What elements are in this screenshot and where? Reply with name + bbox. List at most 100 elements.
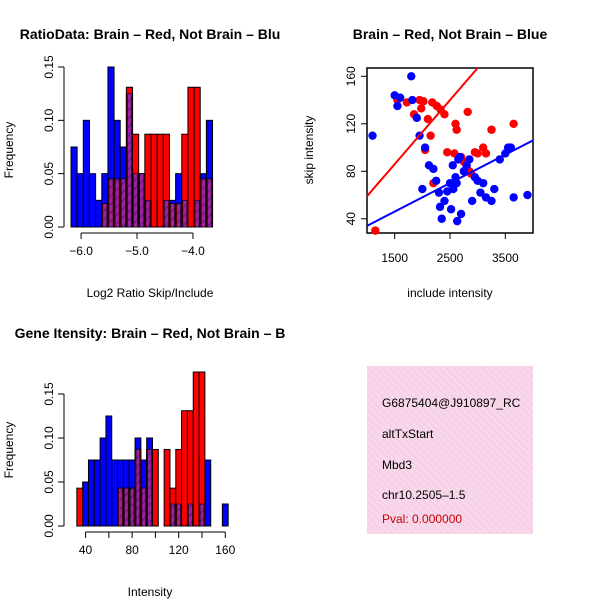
scatter-y-tick-label-1: 80: [344, 164, 358, 178]
intensity-x-tick-label-4: 120: [169, 543, 189, 557]
intensity-bar-brain-19: [181, 410, 188, 527]
ratio-bar-not-brain-4: [95, 199, 103, 228]
intensity-y-tick-label-0: 0.00: [42, 514, 56, 538]
scatter-fit-line-brain: [366, 67, 479, 197]
intensity-bar-overlap-12: [141, 487, 146, 527]
scatter-point-not-brain-38: [490, 184, 499, 194]
scatter-x-tick-label-1: 2500: [437, 251, 464, 265]
intensity-bar-not-brain-26: [221, 503, 229, 527]
ratio-bar-brain-19: [187, 86, 195, 228]
intensity-bars: [76, 371, 229, 527]
intensity-bar-overlap-11: [135, 449, 141, 527]
scatter-point-not-brain-44: [523, 190, 532, 200]
scatter-y-tick-label-3: 160: [344, 66, 358, 86]
scatter-x-tick-label-0: 1500: [381, 251, 408, 265]
scatter-point-not-brain-8: [418, 184, 427, 194]
ratio-axes: −6.0 −5.0 −4.0 0.00 0.05 0.10 0.15: [42, 55, 205, 258]
ratio-bar-not-brain-0: [70, 146, 78, 228]
ratio-y-tick-label-1: 0.05: [42, 162, 56, 186]
ratio-y-tick-label-3: 0.15: [42, 55, 56, 79]
intensity-bar-overlap-17: [170, 503, 176, 527]
scatter-point-not-brain-15: [437, 214, 446, 223]
intensity-x-tick-label-0: 40: [79, 543, 93, 557]
scatter-point-brain-6: [419, 97, 428, 106]
intensity-y-axis-label: Frequency: [2, 422, 16, 479]
intensity-y-tick-label-1: 0.05: [42, 470, 56, 494]
ratio-x-tick-label-1: −5.0: [125, 244, 149, 258]
scatter-point-not-brain-2: [393, 101, 402, 111]
ratio-bar-not-brain-1: [76, 173, 84, 228]
probe-id-text: G6875404@J910897_RC: [382, 396, 521, 410]
scatter-point-brain-0: [371, 226, 380, 235]
intensity-bar-not-brain-7: [111, 459, 119, 527]
ratio-bar-not-brain-2: [82, 119, 90, 228]
intensity-bar-overlap-18: [176, 503, 181, 527]
scatter-x-axis-label: include intensity: [407, 286, 492, 300]
ratio-bar-overlap-18: [182, 200, 188, 228]
scatter-axes: 1500 2500 3500 40 80 120 160: [344, 66, 519, 265]
scatter-y-axis-label: skip intensity: [302, 116, 316, 185]
intensity-bar-overlap-8: [118, 487, 123, 527]
info-panel: G6875404@J910897_RC altTxStart Mbd3 chr1…: [367, 366, 533, 534]
scatter-point-brain-27: [481, 149, 491, 158]
ratio-bar-overlap-9: [127, 93, 132, 228]
ratio-y-tick-label-2: 0.10: [42, 108, 56, 132]
intensity-bar-overlap-20: [188, 503, 193, 527]
intensity-bar-not-brain-3: [87, 459, 95, 527]
intensity-bar-not-brain-23: [204, 459, 212, 527]
intensity-y-tick-label-3: 0.15: [42, 382, 56, 406]
scatter-point-brain-5: [417, 104, 426, 113]
scatter-point-brain-13: [440, 110, 449, 119]
info-box-background: [367, 366, 533, 534]
ratio-bar-overlap-11: [139, 173, 145, 228]
scatter-point-brain-29: [509, 119, 518, 128]
ratio-bar-overlap-20: [194, 200, 200, 228]
intensity-bar-overlap-13: [147, 449, 152, 527]
intensity-bar-not-brain-6: [105, 415, 113, 527]
ratio-bar-overlap-5: [102, 203, 108, 228]
intensity-bar-not-brain-2: [82, 481, 89, 527]
scatter-chart-title: Brain – Red, Not Brain – Blue: [353, 26, 548, 42]
scatter-point-not-brain-30: [465, 155, 474, 164]
intensity-x-axis-label: Intensity: [128, 585, 173, 599]
scatter-point-brain-28: [487, 125, 496, 134]
intensity-bar-overlap-22: [199, 503, 205, 527]
scatter-point-not-brain-24: [452, 216, 462, 226]
ratio-bar-overlap-6: [108, 178, 114, 228]
ratio-x-axis-label: Log2 Ratio Skip/Include: [87, 286, 214, 300]
ratio-bar-overlap-15: [164, 200, 169, 228]
intensity-axes: 40 80 120 160 0.00 0.05 0.10 0.15: [42, 382, 236, 557]
scatter-points: [366, 67, 534, 235]
intensity-bar-brain-21: [192, 371, 200, 527]
scatter-point-not-brain-12: [431, 176, 441, 185]
ratio-bars: [70, 66, 214, 228]
scatter-point-not-brain-14: [435, 202, 445, 212]
scatter-fit-line-not-brain: [366, 139, 534, 227]
intensity-x-tick-label-6: 160: [215, 543, 235, 557]
intensity-bar-overlap-9: [124, 487, 129, 527]
ratio-bar-overlap-10: [133, 173, 138, 228]
scatter-point-not-brain-19: [446, 205, 456, 214]
scatter-point-brain-21: [463, 107, 472, 117]
intensity-chart-title: Gene Itensity: Brain – Red, Not Brain – …: [15, 325, 286, 341]
intensity-bar-not-brain-4: [93, 459, 101, 527]
scatter-point-not-brain-20: [448, 161, 457, 170]
scatter-point-brain-17: [452, 125, 461, 134]
scatter-point-brain-9: [426, 131, 435, 140]
scatter-point-not-brain-37: [487, 196, 496, 206]
intensity-bar-not-brain-5: [99, 437, 107, 527]
scatter-point-not-brain-11: [429, 164, 438, 174]
ratio-bar-overlap-12: [145, 200, 151, 228]
ratio-bar-overlap-8: [120, 178, 126, 228]
ratio-bar-overlap-21: [200, 178, 206, 228]
scatter-point-not-brain-5: [408, 95, 417, 105]
scatter-point-not-brain-31: [467, 196, 477, 206]
intensity-histogram-panel: Gene Itensity: Brain – Red, Not Brain – …: [2, 325, 285, 599]
intensity-bar-brain-1: [76, 487, 84, 527]
scatter-point-not-brain-16: [440, 196, 449, 206]
scatter-y-tick-label-2: 120: [344, 113, 358, 133]
ratio-histogram-panel: RatioData: Brain – Red, Not Brain – Blu …: [2, 26, 280, 300]
ratio-x-tick-label-0: −6.0: [69, 244, 93, 258]
scatter-point-not-brain-27: [456, 209, 466, 219]
